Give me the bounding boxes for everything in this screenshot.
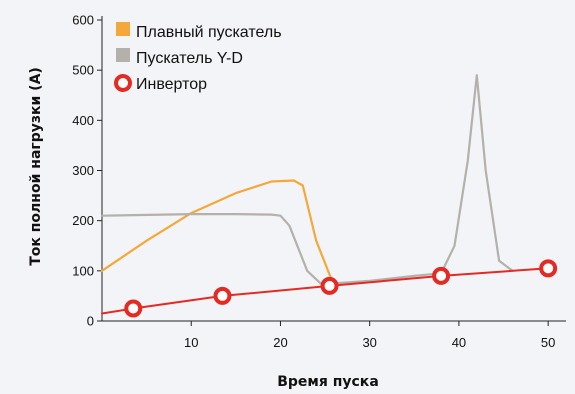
x-axis-title: Время пуска xyxy=(277,374,379,390)
legend-layer: Плавный пускатель Пускатель Y-D Инвертор xyxy=(114,22,282,93)
data-point-marker xyxy=(539,259,558,278)
series-line-1 xyxy=(100,179,336,287)
data-point-marker xyxy=(432,266,451,285)
y-tick-label: 400 xyxy=(72,113,94,128)
legend-swatch-2 xyxy=(116,48,130,62)
axes-layer: 0 100 200 300 400 500 600 10 20 30 40 50 xyxy=(72,13,566,350)
markers-layer xyxy=(124,259,558,318)
y-tick-label: 300 xyxy=(72,163,94,178)
data-point-marker xyxy=(124,299,143,318)
y-tick-label: 500 xyxy=(72,63,94,78)
x-tick-label: 40 xyxy=(452,335,466,350)
y-tick-label: 200 xyxy=(72,213,94,228)
legend-label-1: Плавный пускатель xyxy=(136,24,282,41)
x-tick-label: 50 xyxy=(541,335,555,350)
y-tick-label: 600 xyxy=(72,13,94,28)
legend-label-2: Пускатель Y-D xyxy=(136,50,243,67)
y-axis-title: Ток полной нагрузки (А) xyxy=(28,67,44,266)
data-point-marker xyxy=(213,286,232,305)
x-tick-label: 20 xyxy=(273,335,287,350)
legend-label-3: Инвертор xyxy=(136,76,207,93)
series-layer xyxy=(100,74,550,315)
x-tick-label: 10 xyxy=(184,335,198,350)
legend-swatch-inverter xyxy=(114,74,132,92)
legend-swatch-1 xyxy=(116,22,130,36)
y-tick-label: 0 xyxy=(87,314,94,329)
data-point-marker xyxy=(320,276,339,295)
y-tick-label: 100 xyxy=(72,263,94,278)
series-line-2 xyxy=(100,74,514,285)
x-tick-label: 30 xyxy=(362,335,376,350)
